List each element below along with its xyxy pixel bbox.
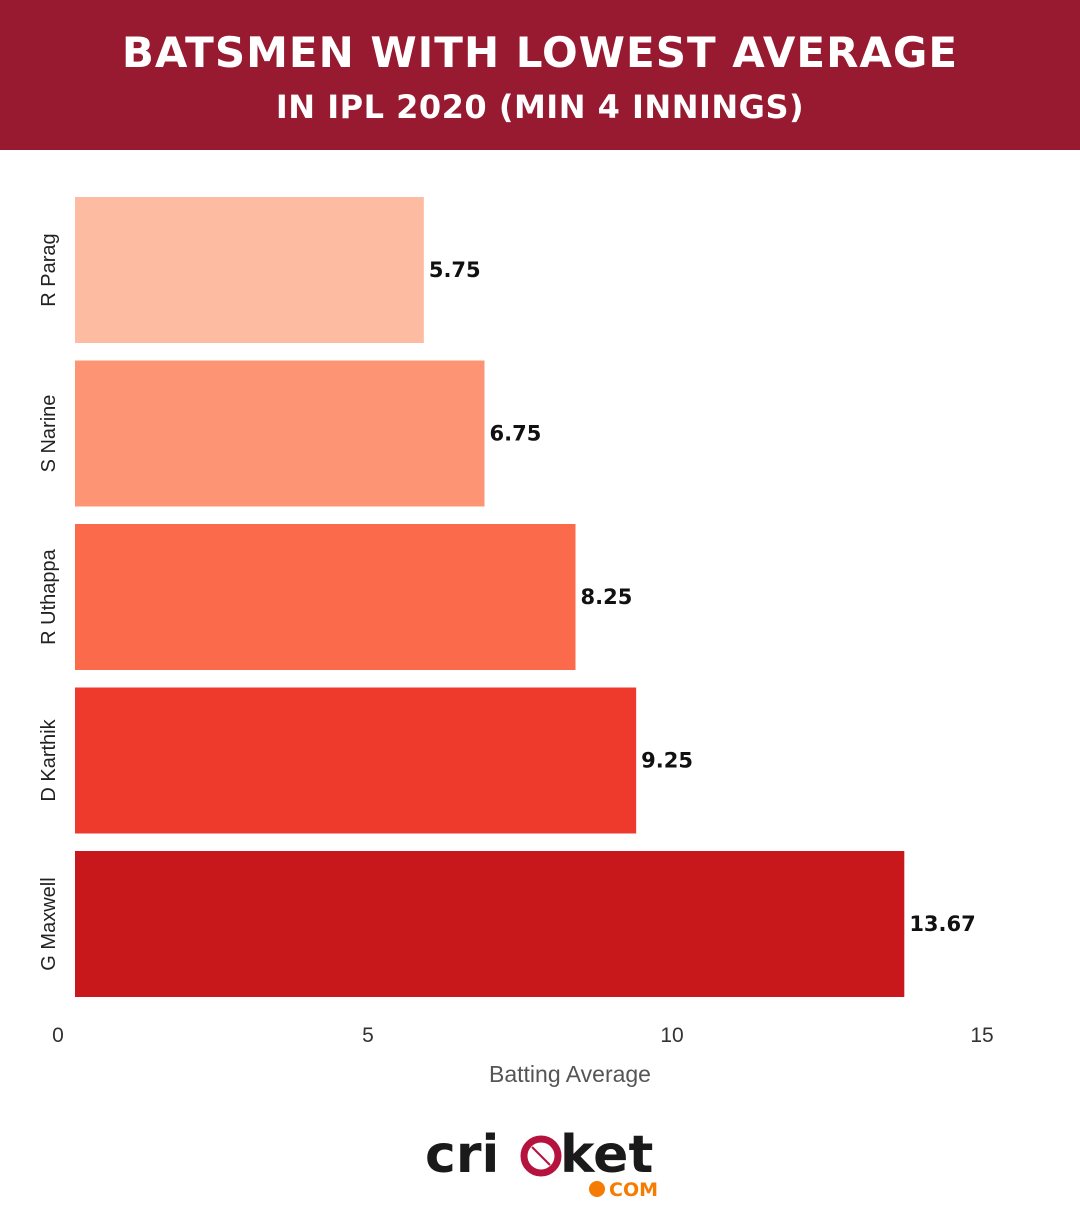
bar-d-karthik xyxy=(75,687,637,834)
value-label: 9.25 xyxy=(641,749,693,773)
bar-chart: 5.75 R Parag 6.75 S Narine 8.25 R Uthappa 9.25… xyxy=(38,197,994,1087)
value-label: 6.75 xyxy=(490,422,542,446)
category-label: G Maxwell xyxy=(38,877,60,970)
x-tick-label: 0 xyxy=(52,1024,64,1047)
category-label: S Narine xyxy=(38,395,60,473)
logo-dot xyxy=(589,1181,605,1197)
header-banner: BATSMEN WITH LOWEST AVERAGE IN IPL 2020 … xyxy=(0,0,1080,150)
value-label: 8.25 xyxy=(581,585,633,609)
x-tick-label: 10 xyxy=(660,1024,683,1047)
category-label: R Uthappa xyxy=(38,548,60,644)
x-tick-label: 5 xyxy=(362,1024,374,1047)
bar-r-parag xyxy=(75,197,424,343)
chart-title: BATSMEN WITH LOWEST AVERAGE xyxy=(121,28,959,77)
x-tick-label: 15 xyxy=(970,1024,993,1047)
logo-wordmark-end: ket xyxy=(560,1125,653,1185)
chart-subtitle: IN IPL 2020 (MIN 4 INNINGS) xyxy=(275,88,805,126)
category-label: R Parag xyxy=(38,233,60,306)
cricket-ball-icon xyxy=(520,1135,562,1177)
value-label: 13.67 xyxy=(909,912,975,936)
logo-domain: COM xyxy=(609,1179,658,1201)
cricket-com-logo: cri ket COM xyxy=(425,1125,658,1201)
x-axis-title: Batting Average xyxy=(489,1061,651,1087)
value-label: 5.75 xyxy=(429,258,481,282)
bar-s-narine xyxy=(75,360,485,507)
logo-wordmark-start: cri xyxy=(425,1125,499,1185)
category-label: D Karthik xyxy=(38,718,60,801)
bar-r-uthappa xyxy=(75,524,576,670)
bar-g-maxwell xyxy=(75,851,905,997)
